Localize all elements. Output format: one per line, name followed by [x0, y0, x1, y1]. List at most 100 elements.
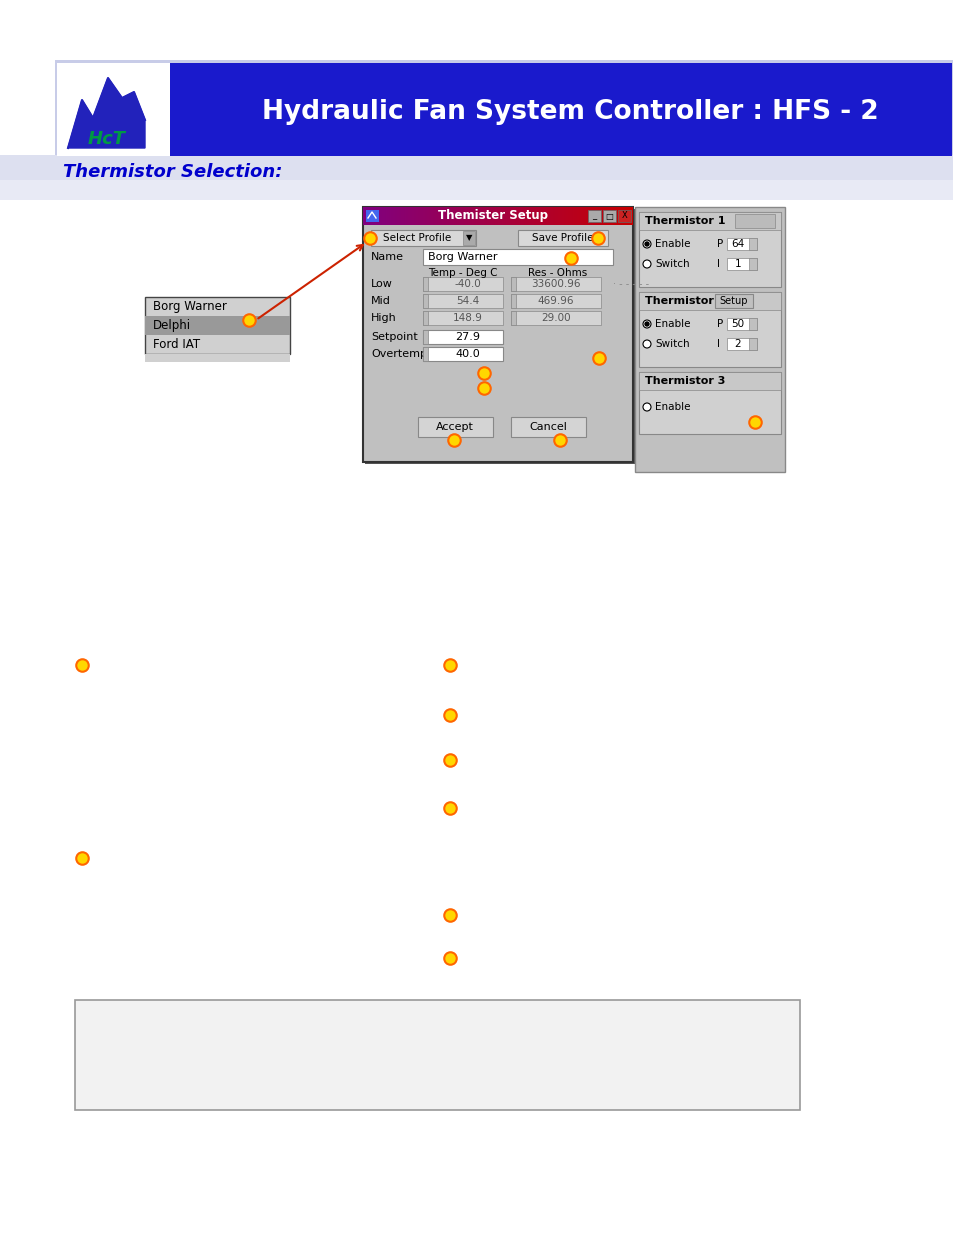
Text: I: I: [717, 338, 720, 350]
Bar: [639, 372, 781, 390]
Text: Switch: Switch: [655, 338, 689, 350]
Bar: [536, 207, 537, 225]
Text: Temp - Deg C: Temp - Deg C: [428, 268, 497, 278]
Bar: [436, 207, 437, 225]
Bar: [367, 207, 368, 225]
Bar: [553, 207, 554, 225]
Bar: [571, 207, 572, 225]
Text: 27.9: 27.9: [455, 332, 480, 342]
Bar: [557, 207, 558, 225]
Bar: [407, 207, 408, 225]
Text: Enable: Enable: [655, 319, 690, 329]
Text: Themister Setup: Themister Setup: [437, 210, 547, 222]
Text: Setpoint: Setpoint: [371, 332, 417, 342]
Text: Enable: Enable: [655, 403, 690, 412]
Bar: [573, 207, 574, 225]
Text: HcT: HcT: [88, 130, 126, 148]
Bar: [499, 207, 500, 225]
Bar: [422, 347, 428, 361]
Bar: [471, 207, 472, 225]
Bar: [533, 207, 534, 225]
Bar: [616, 207, 617, 225]
Bar: [534, 207, 535, 225]
Bar: [565, 207, 566, 225]
Bar: [464, 207, 465, 225]
Bar: [614, 207, 615, 225]
Bar: [608, 207, 609, 225]
Bar: [517, 207, 518, 225]
Bar: [506, 207, 507, 225]
Bar: [366, 210, 378, 222]
Bar: [586, 207, 587, 225]
Bar: [365, 207, 366, 225]
Bar: [619, 207, 620, 225]
Text: 1: 1: [734, 259, 740, 269]
Bar: [631, 207, 633, 225]
Bar: [430, 207, 431, 225]
Bar: [409, 207, 410, 225]
Bar: [462, 231, 475, 245]
Bar: [593, 207, 594, 225]
Text: 54.4: 54.4: [456, 296, 479, 306]
Bar: [572, 207, 573, 225]
Bar: [748, 238, 757, 249]
Bar: [587, 207, 588, 225]
Text: Name: Name: [371, 252, 403, 262]
Bar: [540, 207, 541, 225]
Bar: [57, 63, 170, 156]
Text: 50: 50: [731, 319, 743, 329]
Bar: [521, 207, 522, 225]
Bar: [639, 212, 781, 287]
Bar: [419, 207, 420, 225]
Bar: [550, 207, 551, 225]
Bar: [463, 207, 464, 225]
Bar: [371, 207, 372, 225]
Bar: [623, 207, 624, 225]
Bar: [485, 207, 486, 225]
Bar: [511, 417, 585, 437]
Bar: [511, 277, 600, 291]
Bar: [381, 207, 382, 225]
Circle shape: [642, 240, 650, 248]
Text: Res - Ohms: Res - Ohms: [528, 268, 587, 278]
Bar: [468, 207, 469, 225]
Bar: [405, 207, 406, 225]
Bar: [512, 207, 513, 225]
Bar: [376, 207, 377, 225]
Bar: [622, 207, 623, 225]
Bar: [388, 207, 389, 225]
Bar: [366, 207, 367, 225]
Bar: [535, 207, 536, 225]
Bar: [393, 207, 394, 225]
Text: Setup: Setup: [719, 296, 747, 306]
Bar: [401, 207, 402, 225]
Bar: [428, 207, 429, 225]
Polygon shape: [68, 78, 145, 148]
Bar: [726, 338, 757, 350]
Bar: [422, 330, 428, 345]
Text: Thermistor 2: Thermistor 2: [644, 296, 724, 306]
Bar: [627, 207, 628, 225]
Bar: [439, 207, 440, 225]
Bar: [495, 207, 496, 225]
Bar: [373, 207, 374, 225]
Text: ▼: ▼: [465, 233, 472, 242]
Bar: [433, 207, 434, 225]
Bar: [384, 207, 385, 225]
Text: Overtemp: Overtemp: [371, 350, 427, 359]
Bar: [523, 207, 524, 225]
Bar: [406, 207, 407, 225]
Bar: [417, 207, 418, 225]
Bar: [385, 207, 386, 225]
Text: P: P: [717, 240, 722, 249]
Bar: [595, 207, 596, 225]
Bar: [726, 238, 757, 249]
Bar: [618, 210, 630, 222]
Bar: [375, 207, 376, 225]
Text: 33600.96: 33600.96: [531, 279, 580, 289]
Bar: [484, 207, 485, 225]
Bar: [422, 294, 428, 308]
Bar: [580, 207, 581, 225]
Bar: [511, 311, 600, 325]
Bar: [539, 207, 540, 225]
